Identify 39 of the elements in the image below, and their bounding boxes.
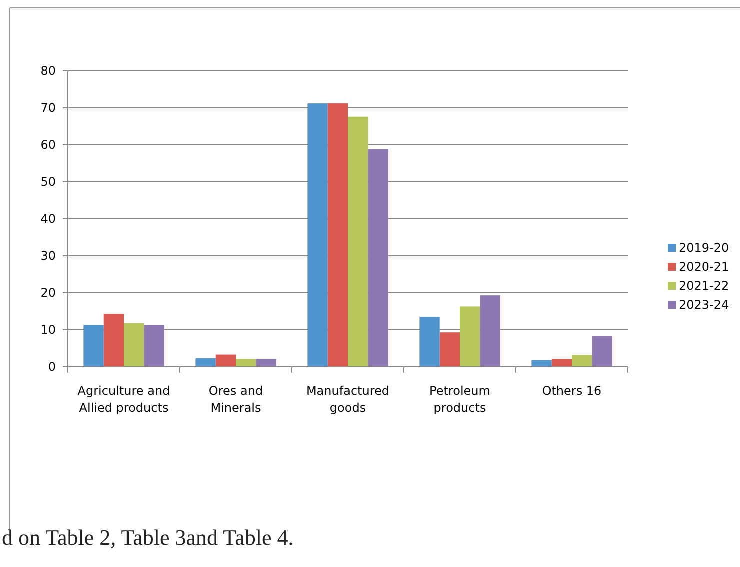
x-tick-label: Others 16 <box>542 384 602 398</box>
y-tick-label: 40 <box>40 212 56 226</box>
bar <box>256 359 276 367</box>
y-tick-label: 60 <box>40 138 56 152</box>
bar <box>236 359 256 367</box>
text: d on Table 2, Table 3and Table 4. <box>2 525 294 550</box>
y-tick-label: 80 <box>40 64 56 78</box>
x-tick-label: Agriculture and Allied products <box>78 384 170 415</box>
legend-label: 2023-24 <box>679 298 730 312</box>
bar <box>308 104 328 367</box>
bar <box>440 332 460 367</box>
legend-label: 2021-22 <box>679 279 730 294</box>
bar <box>592 336 612 367</box>
legend-label: 2019-20 <box>679 241 730 256</box>
y-tick-label: 20 <box>40 286 56 300</box>
bar <box>104 314 124 367</box>
y-tick-label: 0 <box>48 360 56 374</box>
bar <box>328 104 348 367</box>
bar <box>420 317 440 367</box>
bar <box>368 149 388 367</box>
y-tick-label: 10 <box>40 323 56 338</box>
bar <box>84 325 104 367</box>
bar <box>532 360 552 367</box>
x-tick-label: Petroleum products <box>430 384 490 415</box>
bar <box>124 323 144 367</box>
y-tick-label: 30 <box>40 249 56 264</box>
bar <box>460 306 480 367</box>
x-tick-label: Ores and Minerals <box>208 384 264 415</box>
legend-label: 2020-21 <box>679 260 730 274</box>
bar <box>552 359 572 367</box>
bar <box>196 358 216 367</box>
bar <box>572 355 592 367</box>
bar <box>216 354 236 367</box>
y-tick-label: 50 <box>40 175 56 190</box>
x-tick-label: Manufactured goods <box>306 384 390 415</box>
bar <box>348 116 368 367</box>
bar <box>144 325 164 367</box>
y-tick-label: 70 <box>40 101 56 116</box>
bar <box>480 296 500 367</box>
